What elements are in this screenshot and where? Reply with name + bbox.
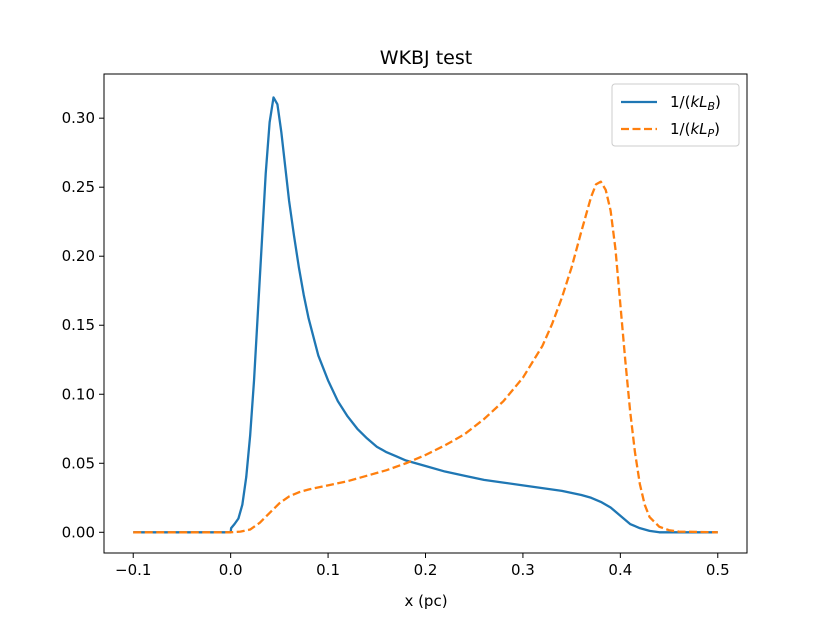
- legend-label: 1/(kLP): [670, 120, 720, 140]
- legend: 1/(kLB) 1/(kLP): [611, 83, 740, 147]
- y-tick-label: 0.15: [62, 316, 95, 334]
- x-axis: −0.1 0.0 0.1 0.2 0.3 0.4 0.5: [115, 553, 730, 579]
- y-tick-label: 0.10: [62, 385, 95, 403]
- x-tick-label: 0.4: [608, 561, 632, 579]
- x-tick-label: 0.0: [219, 561, 243, 579]
- y-tick-label: 0.20: [62, 247, 95, 265]
- x-axis-label: x (pc): [404, 592, 447, 610]
- x-tick-label: −0.1: [115, 561, 151, 579]
- y-tick-label: 0.00: [62, 523, 95, 541]
- chart-title: WKBJ test: [380, 47, 472, 69]
- series-line-kLP: [133, 180, 718, 534]
- x-tick-label: 0.2: [414, 561, 438, 579]
- y-axis: 0.00 0.05 0.10 0.15 0.20 0.25 0.30: [62, 109, 104, 541]
- x-tick-label: 0.3: [511, 561, 535, 579]
- y-tick-label: 0.05: [62, 454, 95, 472]
- series-layer: [133, 96, 718, 534]
- legend-box: [611, 83, 740, 147]
- legend-label: 1/(kLB): [670, 93, 721, 113]
- y-tick-label: 0.30: [62, 109, 95, 127]
- y-tick-label: 0.25: [62, 178, 95, 196]
- series-line-kLB: [133, 96, 718, 534]
- x-tick-label: 0.5: [706, 561, 730, 579]
- x-tick-label: 0.1: [316, 561, 340, 579]
